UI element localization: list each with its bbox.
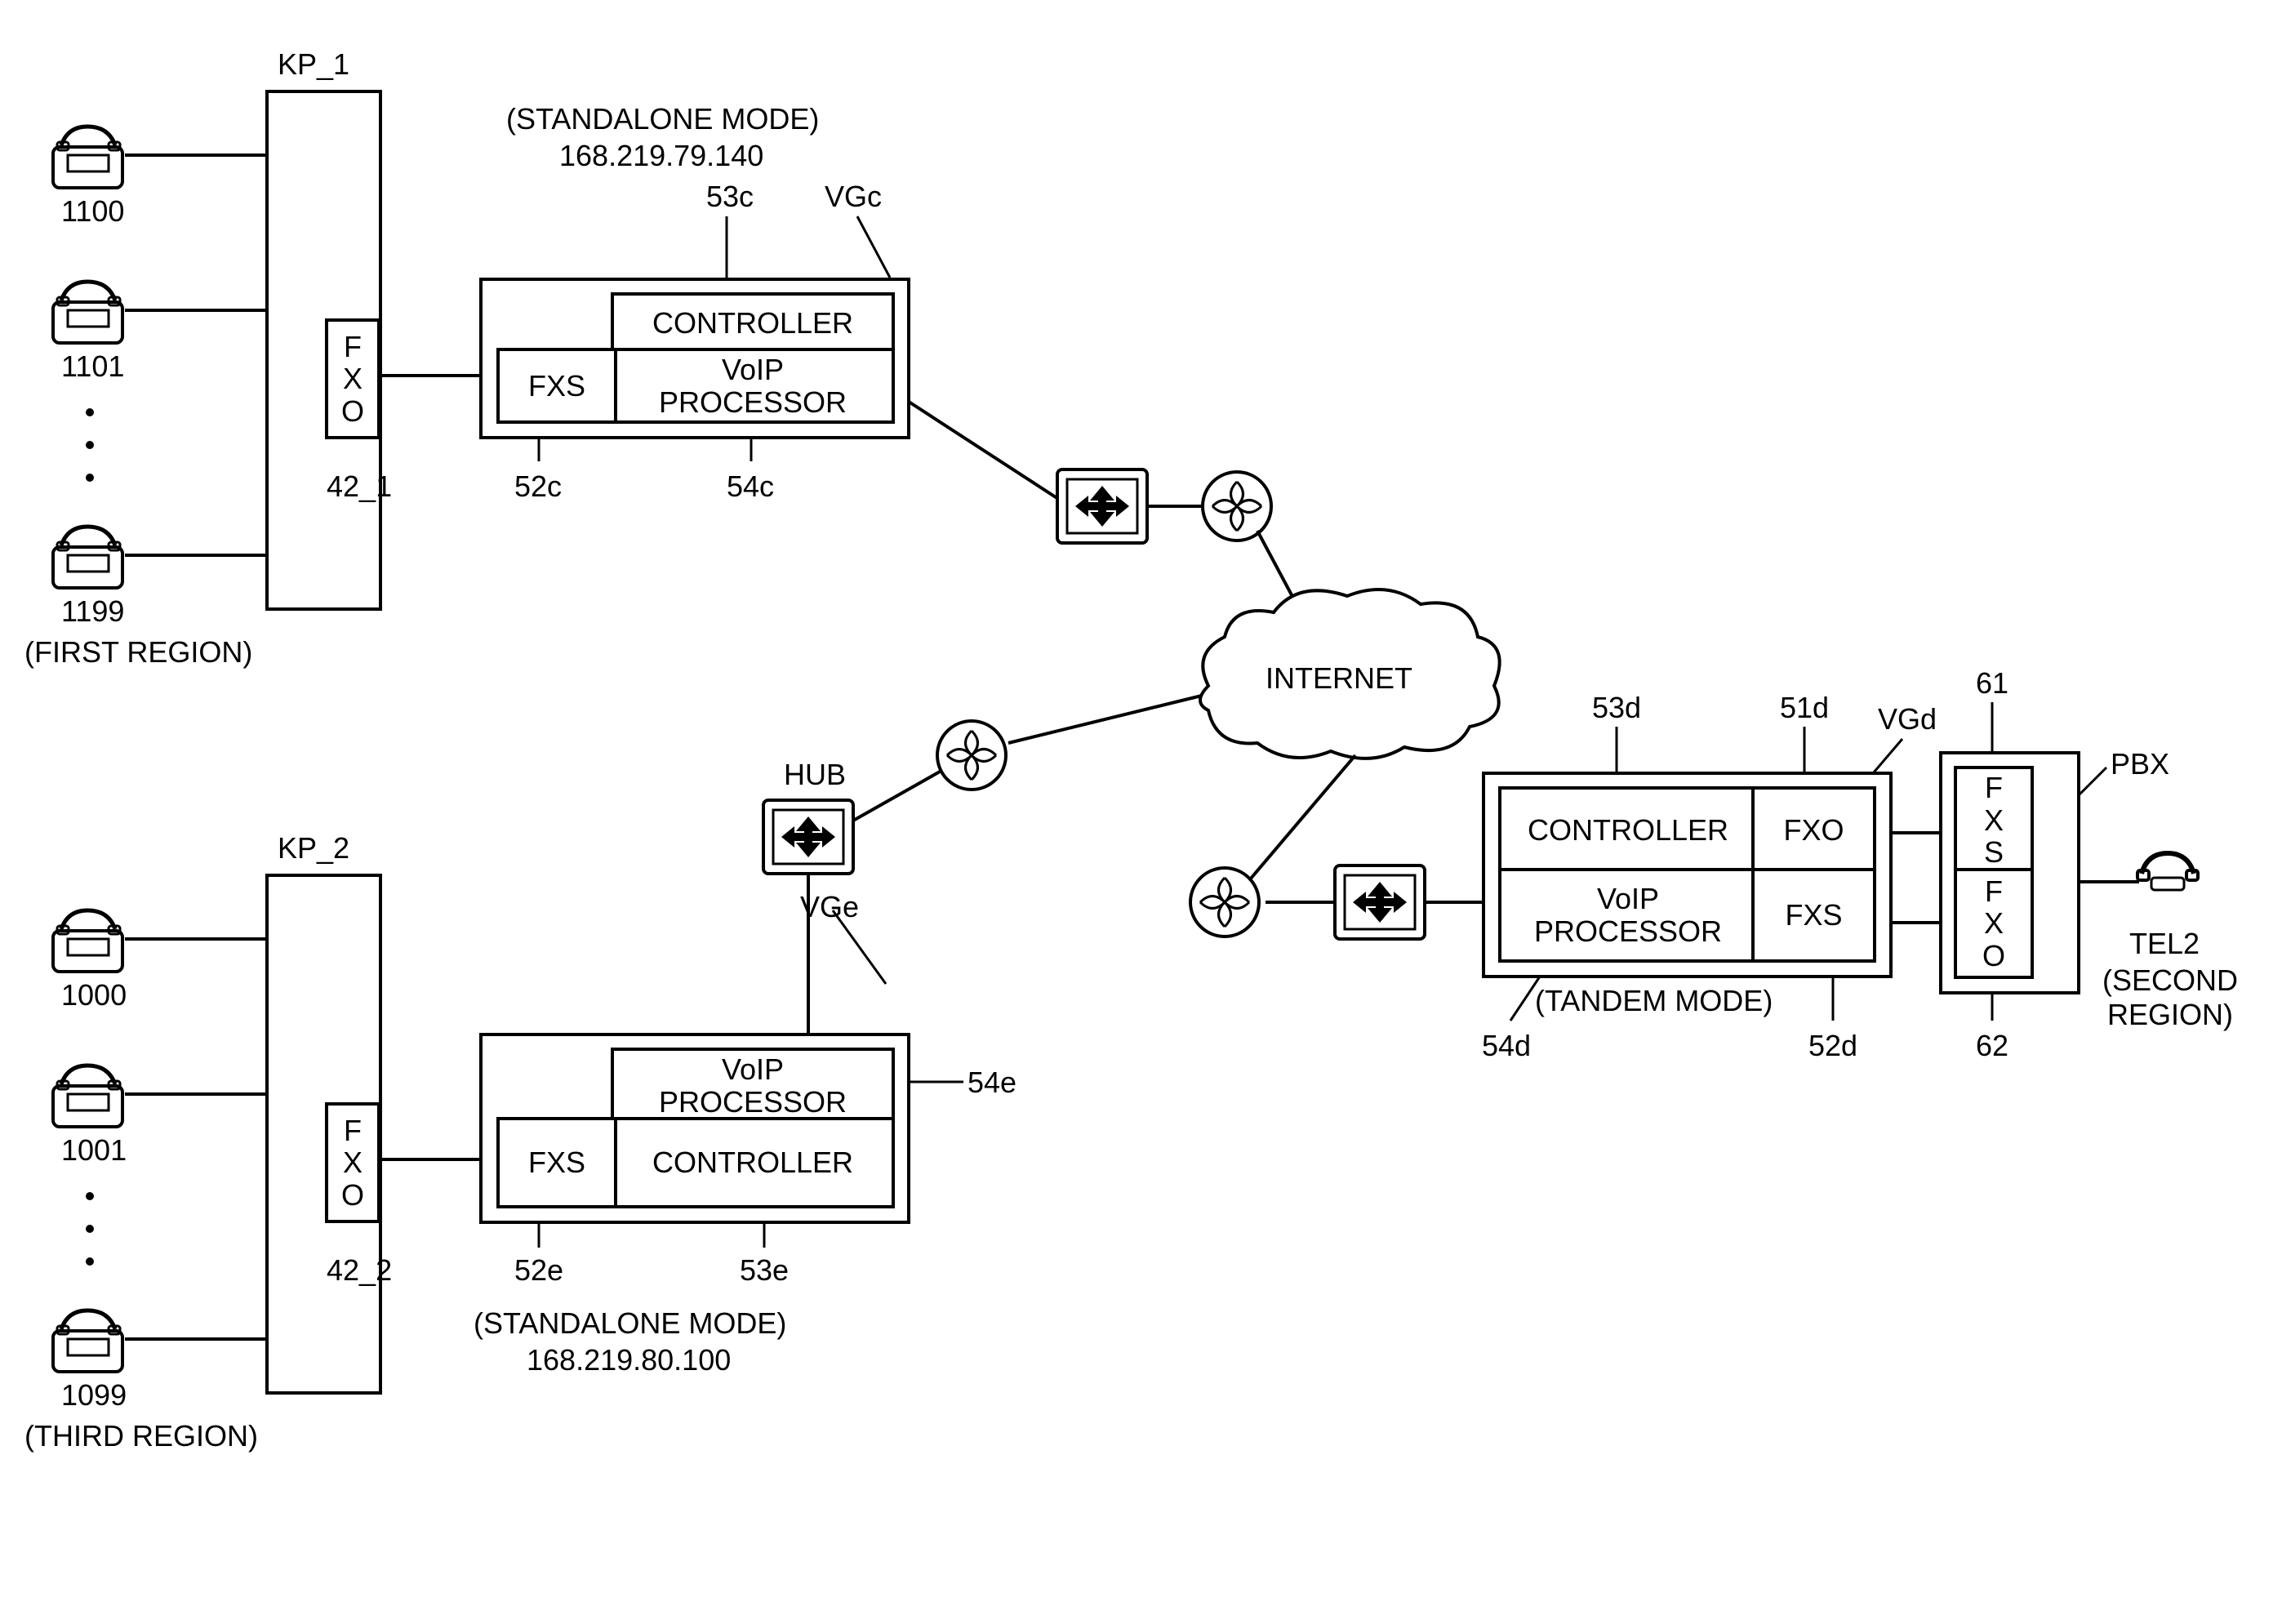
vgd-51d: 51d bbox=[1780, 691, 1829, 725]
vgc-54c: 54c bbox=[727, 469, 774, 504]
vgd-54d: 54d bbox=[1482, 1029, 1531, 1063]
vgd-52d: 52d bbox=[1808, 1029, 1857, 1063]
phone-1000: 1000 bbox=[61, 978, 127, 1012]
vgc-controller: CONTROLLER bbox=[611, 292, 895, 354]
pbx-61: 61 bbox=[1976, 666, 2008, 701]
vgd-vgd: VGd bbox=[1878, 702, 1937, 736]
vge-controller: CONTROLLER bbox=[611, 1117, 895, 1208]
second-region: (SECOND REGION) bbox=[2102, 963, 2238, 1032]
tel2-label: TEL2 bbox=[2129, 927, 2200, 961]
vgc-voip: VoIP PROCESSOR bbox=[611, 348, 895, 424]
third-region-label: (THIRD REGION) bbox=[24, 1419, 258, 1453]
vgd-fxs: FXS bbox=[1751, 868, 1876, 963]
phone-1099: 1099 bbox=[61, 1378, 127, 1413]
vgc-52c: 52c bbox=[514, 469, 562, 504]
vge-voip: VoIP PROCESSOR bbox=[611, 1048, 895, 1123]
kp1-label: KP_1 bbox=[278, 47, 349, 82]
kp2-fxo: F X O bbox=[325, 1102, 380, 1223]
vge-52e: 52e bbox=[514, 1253, 563, 1288]
kp2-fxo-ref: 42_2 bbox=[327, 1253, 392, 1288]
kp1-fxo-ref: 42_1 bbox=[327, 469, 392, 504]
phone-1199: 1199 bbox=[61, 594, 124, 629]
internet-label: INTERNET bbox=[1266, 661, 1412, 696]
phone-1001: 1001 bbox=[61, 1133, 127, 1168]
phone-1100: 1100 bbox=[61, 194, 124, 229]
diagram-canvas: KP_1 F X O 42_1 1100 1101 1199 (FIRST RE… bbox=[16, 16, 2282, 1608]
vge-ip: 168.219.80.100 bbox=[527, 1343, 731, 1377]
kp2-label: KP_2 bbox=[278, 831, 349, 865]
vge-54e: 54e bbox=[968, 1066, 1016, 1100]
vge-fxs: FXS bbox=[496, 1117, 617, 1208]
kp1-fxo: F X O bbox=[325, 318, 380, 439]
vgc-53c: 53c bbox=[706, 180, 754, 214]
vgd-controller: CONTROLLER bbox=[1498, 786, 1758, 874]
pbx-62: 62 bbox=[1976, 1029, 2008, 1063]
phone-1101: 1101 bbox=[61, 349, 124, 384]
first-region-label: (FIRST REGION) bbox=[24, 635, 252, 670]
vgd-mode: (TANDEM MODE) bbox=[1535, 984, 1773, 1018]
vgd-fxo: FXO bbox=[1751, 786, 1876, 874]
vgc-vgc: VGc bbox=[825, 180, 882, 214]
vge-vge: VGe bbox=[800, 890, 859, 924]
vge-mode: (STANDALONE MODE) bbox=[474, 1306, 786, 1341]
vgc-fxs: FXS bbox=[496, 348, 617, 424]
vgd-voip: VoIP PROCESSOR bbox=[1498, 868, 1758, 963]
pbx-fxs: F X S bbox=[1954, 766, 2034, 874]
pbx-fxo: F X O bbox=[1954, 868, 2034, 979]
hub-label: HUB bbox=[784, 758, 846, 792]
vgd-53d: 53d bbox=[1592, 691, 1641, 725]
vgc-mode: (STANDALONE MODE) bbox=[506, 102, 819, 136]
vge-53e: 53e bbox=[740, 1253, 789, 1288]
vgc-ip: 168.219.79.140 bbox=[559, 139, 763, 173]
pbx-label: PBX bbox=[2111, 747, 2169, 781]
